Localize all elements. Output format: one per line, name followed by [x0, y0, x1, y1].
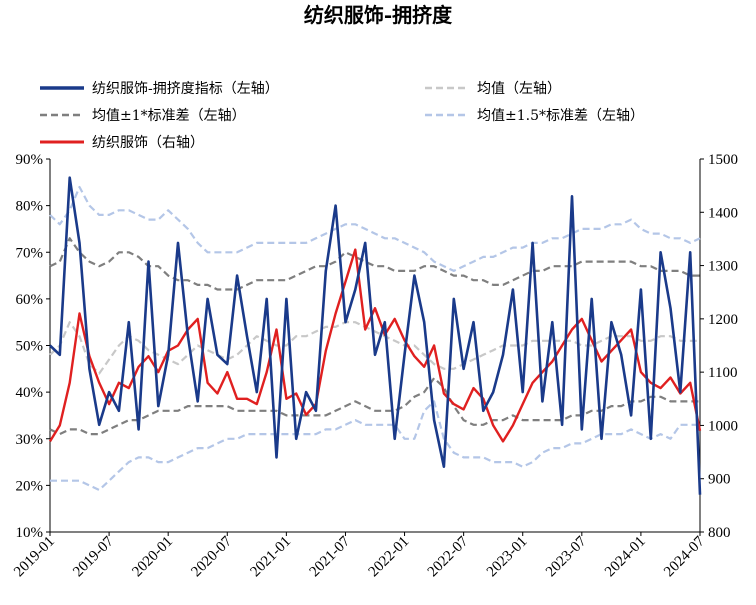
y-right-tick-label: 1400	[708, 205, 738, 221]
legend: 纺织服饰-拥挤度指标（左轴） 均值（左轴） 均值±1*标准差（左轴） 均值±1.…	[40, 81, 644, 151]
x-tick-label: 2020-01	[129, 534, 176, 581]
y-right-tick-label: 1500	[708, 152, 738, 168]
y-right-tick-label: 900	[708, 472, 731, 488]
y-left-tick-label: 10%	[16, 525, 44, 541]
series-line-4	[49, 185, 701, 272]
x-tick-label: 2023-01	[484, 534, 531, 581]
y-left-tick-label: 50%	[16, 339, 44, 355]
plot-area	[48, 176, 702, 495]
chart-title: 纺织服饰-拥挤度	[304, 3, 453, 27]
series-line-0	[49, 176, 702, 495]
x-tick-label: 2021-07	[307, 533, 354, 580]
x-tick-label: 2022-01	[366, 534, 413, 581]
series-line-3	[49, 377, 700, 436]
legend-label-1std: 均值±1*标准差（左轴）	[92, 108, 246, 124]
y-left-tick-label: 70%	[16, 245, 44, 261]
legend-label-1-5std: 均值±1.5*标准差（左轴）	[477, 108, 644, 124]
x-tick-label: 2019-07	[70, 533, 117, 580]
series-line-2	[49, 237, 700, 291]
y-left-tick-label: 60%	[16, 292, 44, 308]
x-tick-label: 2024-01	[602, 534, 649, 581]
series-line-5	[50, 400, 700, 492]
y-right-tick-label: 1200	[708, 312, 738, 328]
legend-label-mean: 均值（左轴）	[477, 81, 561, 97]
x-tick-label: 2024-07	[661, 533, 708, 580]
series-line-6	[48, 248, 702, 443]
axes: 10% 20% 30% 40% 50% 60% 70% 80% 90% 800 900 1000 110…	[11, 152, 738, 580]
x-tick-label: 2023-07	[543, 533, 590, 580]
y-right-tick-label: 1100	[708, 365, 737, 381]
y-left-tick-label: 20%	[16, 478, 44, 494]
y-left-tick-label: 90%	[16, 152, 44, 168]
y-right-tick-label: 1000	[708, 418, 738, 434]
y-right-tick-label: 1300	[708, 259, 738, 275]
y-left-tick-label: 40%	[16, 385, 44, 401]
x-tick-label: 2022-07	[425, 533, 472, 580]
y-right-tick-label: 800	[708, 525, 731, 541]
y-left-tick-label: 80%	[16, 199, 44, 215]
series-line-1	[49, 321, 700, 375]
y-left-tick-label: 30%	[16, 432, 44, 448]
legend-label-index: 纺织服饰（右轴）	[92, 135, 204, 151]
x-tick-label: 2021-01	[248, 534, 295, 581]
legend-label-crowding: 纺织服饰-拥挤度指标（左轴）	[92, 81, 279, 97]
x-tick-label: 2020-07	[188, 533, 235, 580]
